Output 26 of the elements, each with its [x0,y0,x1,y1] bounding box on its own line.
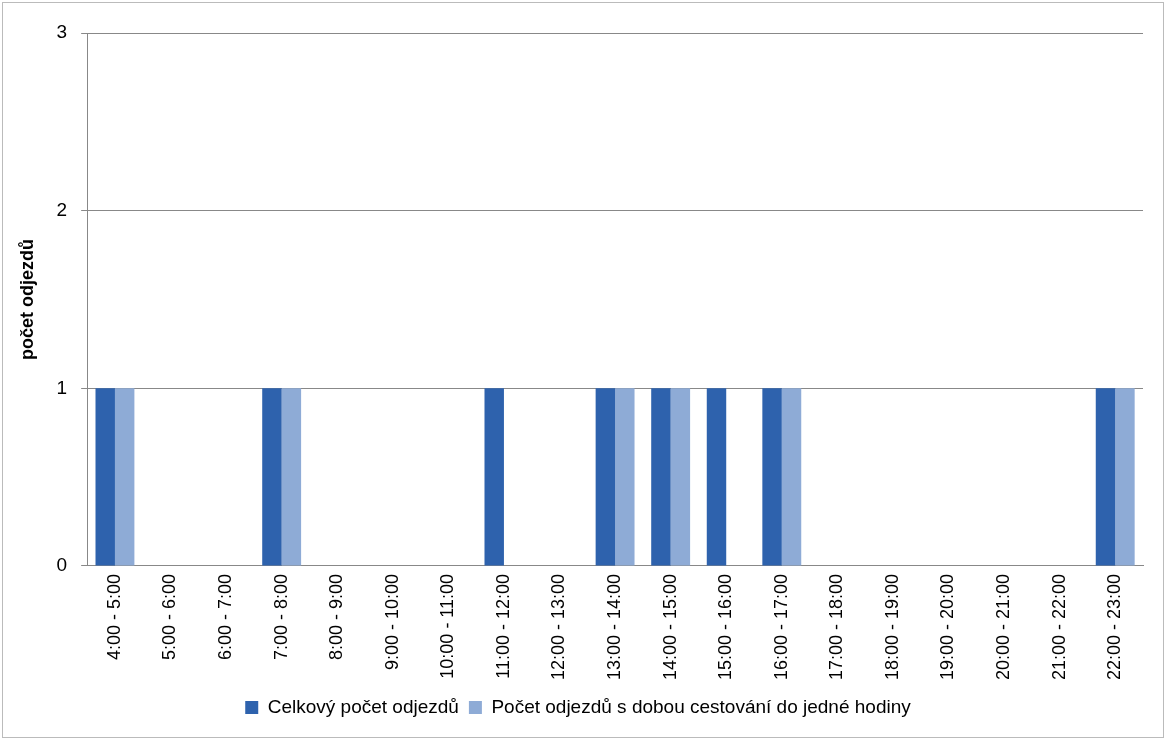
y-axis-title: počet odjezdů [16,238,37,360]
x-tick-label: 13:00 - 14:00 [604,573,625,681]
x-tick-label: 20:00 - 21:00 [993,573,1014,681]
x-tick-label: 10:00 - 11:00 [437,573,458,679]
x-tick-label: 12:00 - 13:00 [548,573,569,681]
x-tick-label: 8:00 - 9:00 [326,573,347,660]
x-tick-label: 11:00 - 12:00 [492,573,513,679]
legend-label: Počet odjezdů s dobou cestování do jedné hodiny [491,695,912,717]
y-tick-label: 3 [56,21,68,43]
legend-label: Celkový počet odjezdů [267,695,459,717]
x-tick-label: 9:00 - 10:00 [381,573,402,670]
x-tick-label: 6:00 - 7:00 [215,573,236,660]
x-tick-label: 21:00 - 22:00 [1048,573,1069,681]
y-tick-label: 2 [56,198,68,220]
x-tick-label: 4:00 - 5:00 [103,573,124,660]
x-tick-label: 14:00 - 15:00 [659,573,680,681]
x-tick-label: 16:00 - 17:00 [770,573,791,681]
x-tick-label: 19:00 - 20:00 [937,573,958,681]
x-tick-label: 15:00 - 16:00 [715,573,736,681]
x-tick-label: 17:00 - 18:00 [826,573,847,681]
y-tick-label: 1 [56,376,68,398]
y-tick-label: 0 [56,554,68,576]
x-tick-label: 18:00 - 19:00 [881,573,902,681]
x-tick-label: 5:00 - 6:00 [159,573,180,660]
x-tick-label: 22:00 - 23:00 [1104,573,1125,681]
x-tick-label: 7:00 - 8:00 [270,573,291,660]
